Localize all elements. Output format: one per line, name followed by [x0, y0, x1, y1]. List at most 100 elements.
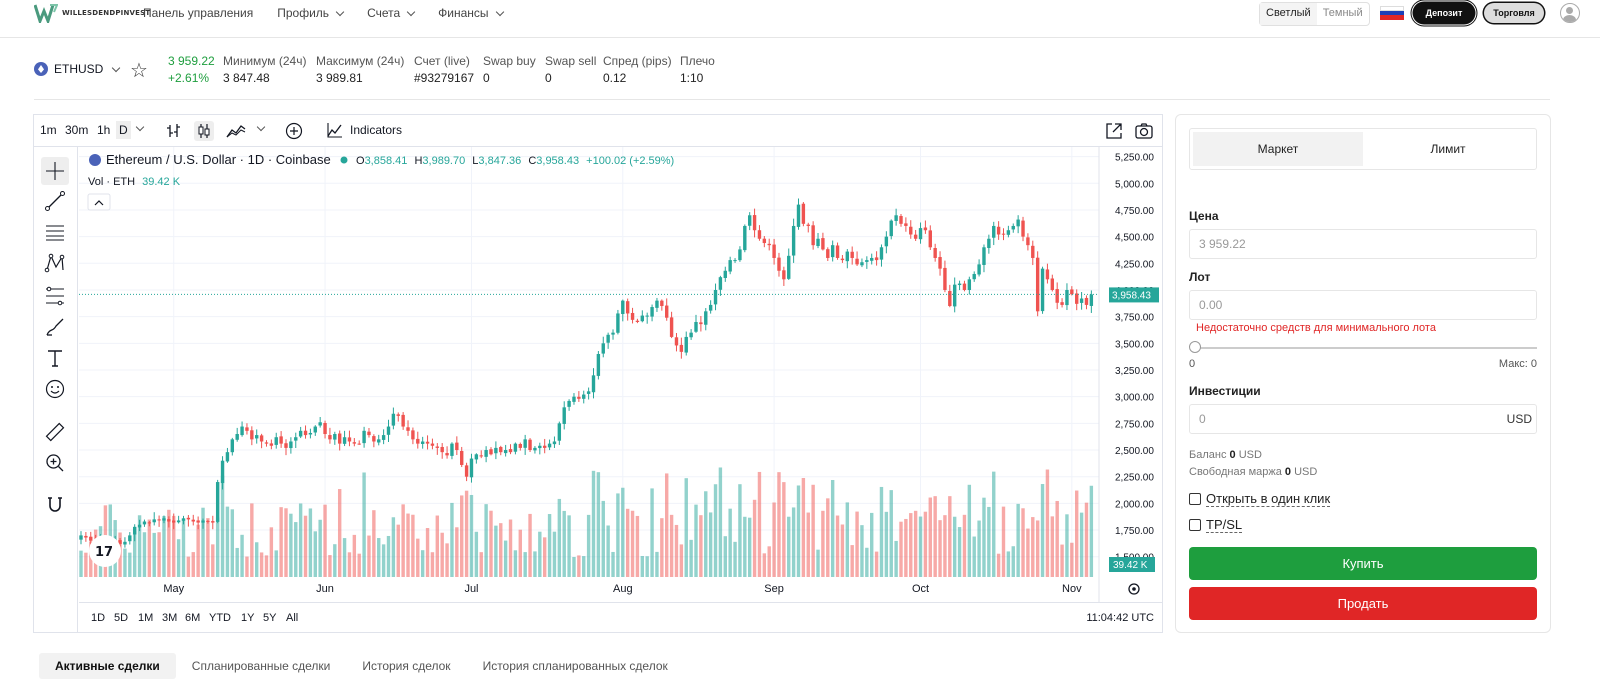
- user-avatar-icon[interactable]: [1560, 3, 1580, 23]
- volume-bar: [816, 549, 820, 577]
- candle-body: [1001, 233, 1006, 235]
- logo[interactable]: WILLESDENDPINVEST: [34, 3, 150, 23]
- range-1y[interactable]: 1Y: [241, 612, 255, 624]
- volume-bar: [879, 486, 884, 577]
- horizontal-lines-icon[interactable]: [44, 221, 66, 243]
- tab-planned-history[interactable]: История спланированных сделок: [482, 659, 668, 673]
- timeframe-d[interactable]: D: [116, 121, 131, 139]
- zoom-in-icon[interactable]: [44, 452, 66, 474]
- settings-gear-icon[interactable]: [1128, 583, 1140, 595]
- candle-body: [987, 238, 991, 248]
- candle-body: [782, 270, 786, 280]
- legend-change: +100.02 (+2.59%): [586, 155, 674, 167]
- range-5d[interactable]: 5D: [114, 612, 129, 624]
- chart-clock[interactable]: 11:04:42 UTC: [1086, 612, 1154, 624]
- volume-bar: [298, 503, 303, 577]
- nav-profile[interactable]: Профиль: [277, 6, 345, 20]
- tradingview-logo[interactable]: 17: [89, 535, 121, 567]
- candle-body: [538, 445, 542, 449]
- range-ytd[interactable]: YTD: [209, 612, 231, 624]
- main-nav: Панель управления Профиль Счета Финансы: [143, 6, 504, 20]
- range-6m[interactable]: 6M: [185, 612, 201, 624]
- magnet-icon[interactable]: [44, 494, 66, 516]
- theme-dark-button[interactable]: Темный: [1322, 7, 1363, 19]
- investment-input[interactable]: 0 USD: [1189, 404, 1537, 434]
- emoji-icon[interactable]: [44, 378, 66, 400]
- trade-button[interactable]: Торговля: [1484, 3, 1544, 23]
- volume-bar: [796, 485, 801, 577]
- volume-bar: [845, 502, 850, 577]
- bar-chart-type-icon[interactable]: [164, 121, 184, 141]
- tab-market[interactable]: Маркет: [1193, 132, 1363, 166]
- crosshair-icon[interactable]: [41, 157, 69, 185]
- volume-bar: [152, 532, 156, 577]
- deposit-button[interactable]: Депозит: [1414, 3, 1474, 23]
- tab-limit[interactable]: Лимит: [1430, 142, 1466, 156]
- price-chart[interactable]: 1,500.001,750.002,000.002,250.002,500.00…: [79, 147, 1162, 602]
- volume-bar: [743, 516, 747, 577]
- sell-button[interactable]: Продать: [1189, 587, 1537, 620]
- candle-body: [952, 284, 957, 307]
- volume-bar: [528, 513, 532, 577]
- brush-icon[interactable]: [44, 316, 66, 338]
- buy-button[interactable]: Купить: [1189, 547, 1537, 580]
- candle-body: [289, 441, 293, 449]
- range-5y[interactable]: 5Y: [263, 612, 277, 624]
- nav-accounts[interactable]: Счета: [367, 6, 416, 20]
- volume-bar: [132, 531, 137, 577]
- lot-slider-handle[interactable]: [1189, 341, 1201, 353]
- lot-slider-track[interactable]: [1194, 347, 1537, 349]
- volume-bar: [943, 515, 947, 577]
- volume-bar: [1006, 551, 1011, 577]
- tab-deal-history[interactable]: История сделок: [362, 659, 451, 673]
- range-1d[interactable]: 1D: [91, 612, 106, 624]
- one-click-checkbox[interactable]: Открыть в один клик: [1189, 491, 1331, 507]
- legend-title: Ethereum / U.S. Dollar · 1D · Coinbase: [106, 152, 331, 167]
- tab-planned-deals[interactable]: Спланированные сделки: [191, 659, 331, 673]
- candle-body: [215, 482, 220, 522]
- timeframe-1h[interactable]: 1h: [97, 123, 111, 137]
- volume-bar: [196, 524, 200, 577]
- fib-retracement-icon[interactable]: [44, 285, 66, 307]
- volume-bar: [1021, 508, 1025, 577]
- area-chart-type-icon[interactable]: [225, 121, 247, 141]
- collapse-legend-button[interactable]: [87, 193, 111, 211]
- popout-icon[interactable]: [1104, 121, 1124, 141]
- favorite-star-icon[interactable]: ☆: [130, 60, 148, 82]
- timeframe-30m[interactable]: 30m: [65, 123, 89, 137]
- theme-light-button[interactable]: Светлый: [1260, 3, 1317, 25]
- tab-active-deals[interactable]: Активные сделки: [39, 653, 176, 679]
- nav-dashboard[interactable]: Панель управления: [143, 6, 253, 20]
- pattern-tool-icon[interactable]: [44, 252, 66, 274]
- chevron-down-icon: [495, 7, 504, 16]
- candle-body: [1089, 294, 1094, 306]
- trend-line-icon[interactable]: [44, 190, 66, 212]
- candle-body: [518, 443, 522, 448]
- lot-input[interactable]: 0.00: [1189, 290, 1537, 320]
- text-tool-icon[interactable]: [44, 347, 66, 369]
- ruler-icon[interactable]: [44, 421, 66, 443]
- candle-body: [723, 270, 727, 278]
- range-1m[interactable]: 1M: [138, 612, 154, 624]
- compare-add-icon[interactable]: [284, 121, 304, 141]
- candle-body: [362, 430, 366, 444]
- nav-finance[interactable]: Финансы: [438, 6, 504, 20]
- indicators-button[interactable]: Indicators: [326, 121, 402, 139]
- volume-bar: [909, 513, 913, 577]
- tpsl-checkbox[interactable]: TP/SL: [1189, 517, 1243, 533]
- timeframe-1m[interactable]: 1m: [40, 123, 57, 137]
- price-field[interactable]: 3 959.22: [1189, 229, 1537, 259]
- camera-icon[interactable]: [1134, 121, 1154, 141]
- range-3m[interactable]: 3M: [162, 612, 178, 624]
- language-flag-icon[interactable]: [1380, 6, 1404, 21]
- chevron-down-icon[interactable]: [256, 122, 266, 132]
- volume-bar: [381, 544, 386, 577]
- chevron-down-icon[interactable]: [135, 122, 145, 132]
- candle-body: [1011, 225, 1015, 230]
- symbol-selector[interactable]: ETHUSD: [34, 62, 121, 76]
- candle-body: [435, 446, 440, 448]
- range-all[interactable]: All: [286, 612, 299, 624]
- candles-chart-type-icon[interactable]: [194, 121, 214, 141]
- volume-bar: [572, 556, 576, 577]
- candle-body: [445, 453, 449, 456]
